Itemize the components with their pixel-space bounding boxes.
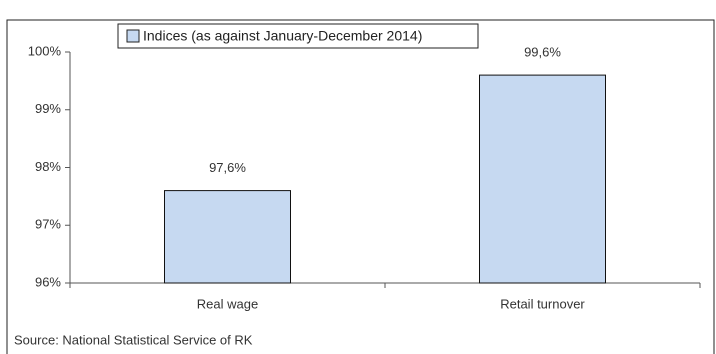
value-label: 99,6% [524,45,561,60]
legend-box [117,23,479,49]
bar [164,190,291,284]
legend-label: Indices (as against January-December 201… [143,28,422,44]
source-note: Source: National Statistical Service of … [14,332,253,347]
x-tick-label: Real wage [197,296,258,311]
y-tick-label: 99% [35,101,61,116]
y-tick-label: 96% [35,274,61,289]
frame [6,19,715,354]
bar [479,74,606,284]
value-label: 97,6% [209,160,246,175]
y-tick-label: 97% [35,217,61,232]
y-tick-label: 100% [28,43,62,58]
legend-swatch [126,29,140,43]
y-tick-label: 98% [35,159,61,174]
x-tick-label: Retail turnover [500,296,585,311]
